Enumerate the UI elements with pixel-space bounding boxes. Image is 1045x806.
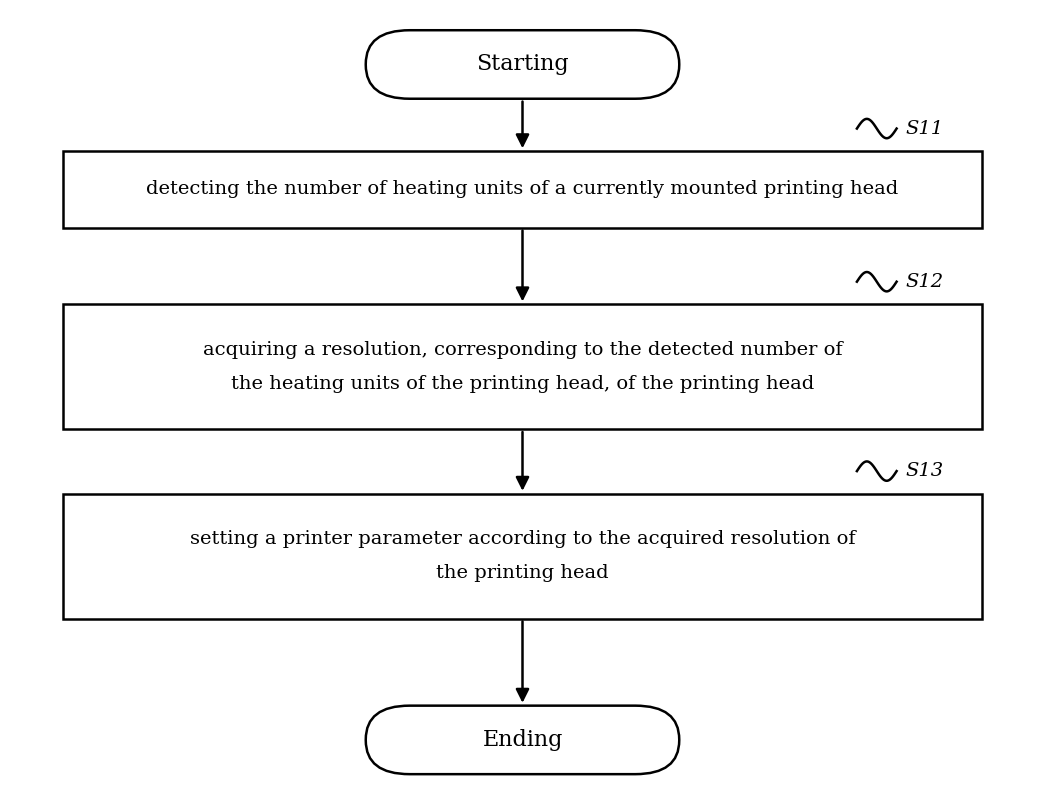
Text: the heating units of the printing head, of the printing head: the heating units of the printing head, … xyxy=(231,375,814,393)
Text: acquiring a resolution, corresponding to the detected number of: acquiring a resolution, corresponding to… xyxy=(203,341,842,359)
Text: S13: S13 xyxy=(905,462,943,480)
FancyBboxPatch shape xyxy=(366,706,679,774)
Text: setting a printer parameter according to the acquired resolution of: setting a printer parameter according to… xyxy=(190,530,855,548)
Text: Starting: Starting xyxy=(477,53,568,76)
Text: the printing head: the printing head xyxy=(436,564,609,582)
Bar xyxy=(63,304,982,429)
Text: detecting the number of heating units of a currently mounted printing head: detecting the number of heating units of… xyxy=(146,181,899,198)
Text: S11: S11 xyxy=(905,119,943,138)
Text: S12: S12 xyxy=(905,272,943,291)
Text: Ending: Ending xyxy=(483,729,562,751)
Bar xyxy=(63,493,982,619)
Bar xyxy=(63,152,982,227)
FancyBboxPatch shape xyxy=(366,30,679,98)
